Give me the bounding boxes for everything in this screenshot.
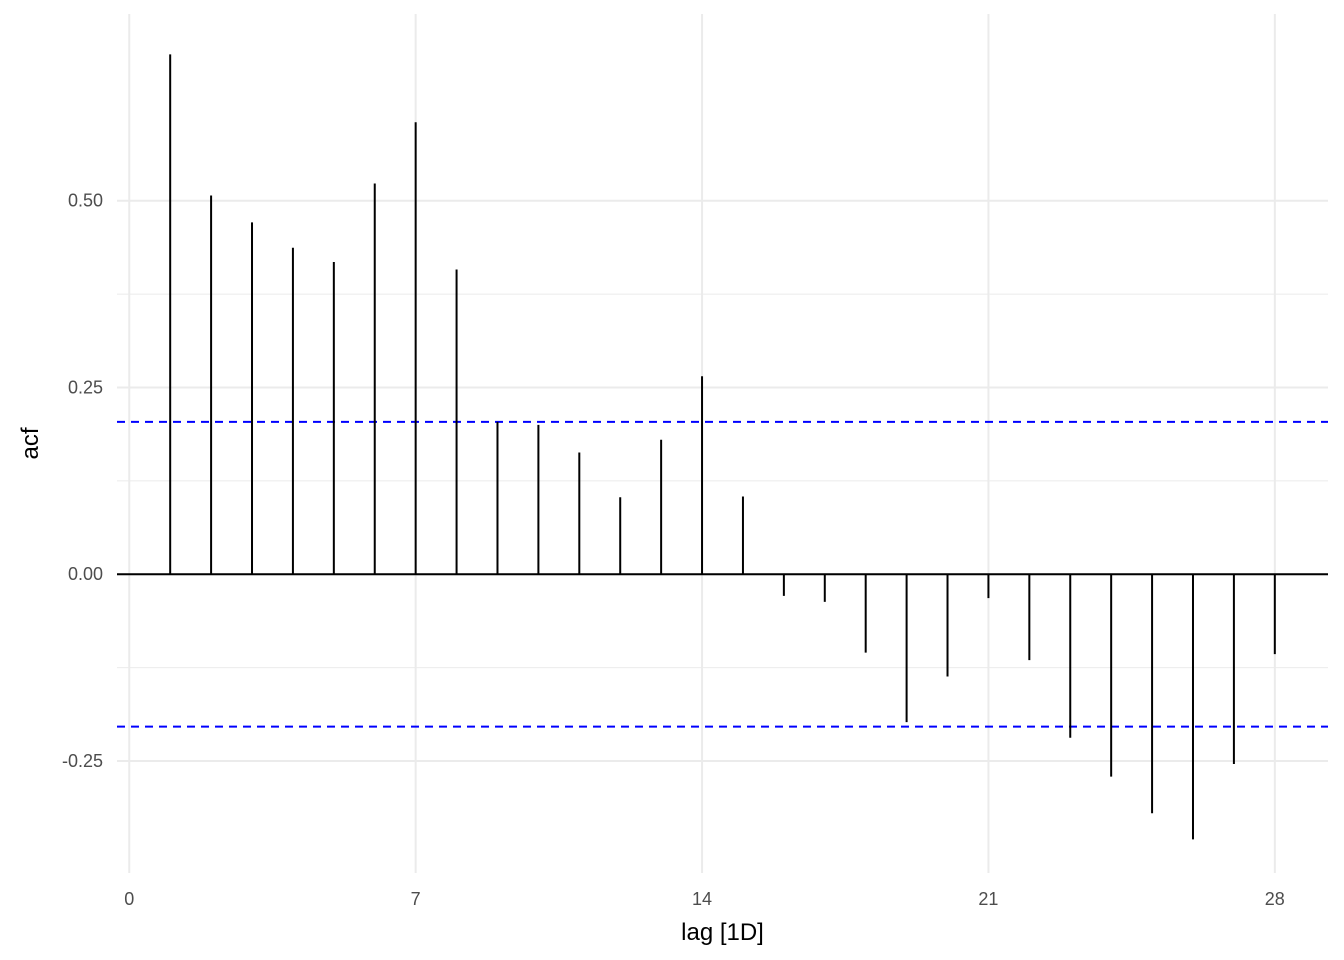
x-axis-ticks: 0 7 14 21 28 xyxy=(124,889,1285,909)
y-tick-label: 0.50 xyxy=(68,191,103,211)
acf-bars xyxy=(169,54,1276,840)
y-axis-ticks: -0.25 0.00 0.25 0.50 xyxy=(62,191,103,771)
x-tick-label: 0 xyxy=(124,889,134,909)
x-tick-label: 21 xyxy=(978,889,998,909)
confidence-bounds xyxy=(117,420,1328,728)
grid-lines xyxy=(117,14,1328,873)
x-tick-label: 28 xyxy=(1265,889,1285,909)
y-tick-label: 0.00 xyxy=(68,564,103,584)
y-tick-label: -0.25 xyxy=(62,751,103,771)
x-axis-title: lag [1D] xyxy=(681,919,764,946)
y-axis-title: acf xyxy=(17,427,44,459)
x-tick-label: 14 xyxy=(692,889,712,909)
x-tick-label: 7 xyxy=(411,889,421,909)
y-tick-label: 0.25 xyxy=(68,377,103,397)
